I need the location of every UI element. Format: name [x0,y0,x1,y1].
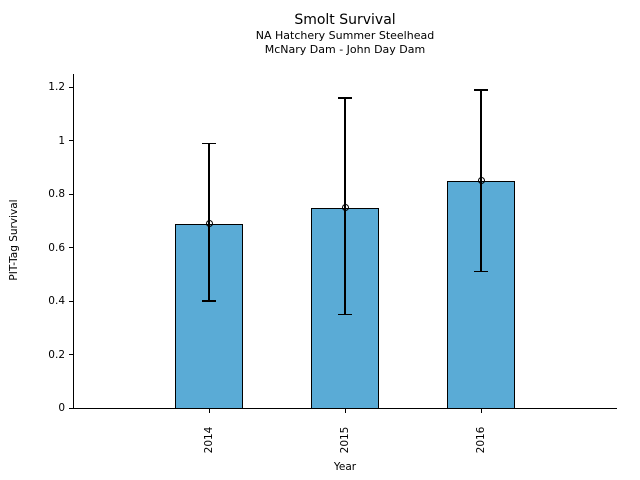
error-cap-lower [202,300,216,302]
chart-subtitle-line1: NA Hatchery Summer Steelhead [255,29,435,42]
error-cap-lower [338,313,352,316]
error-cap-upper [202,142,216,145]
y-tick-label: 0.6 [48,241,65,254]
chart-title: Smolt Survival [294,12,396,28]
chart-subtitle-line2: McNary Dam - John Day Dam [264,43,426,56]
y-tick-mark [68,247,73,249]
mean-marker [341,204,349,212]
y-tick-mark [68,354,73,356]
x-axis-label: Year [333,461,357,473]
y-tick-label: 1 [58,134,65,147]
y-tick-label: 0 [58,402,65,414]
y-axis-spine [72,74,74,408]
y-tick-mark [68,86,73,88]
x-tick-mark [344,409,346,413]
y-tick-label: 0.8 [48,188,65,201]
x-tick-mark [480,409,482,413]
x-tick-mark [208,409,210,413]
y-tick-mark [68,140,73,142]
x-tick-label: 2014 [203,426,215,454]
y-tick-mark [68,300,73,302]
mean-marker [205,220,213,228]
x-tick-label: 2016 [475,426,487,454]
error-cap-upper [338,97,352,99]
y-tick-mark [68,407,73,409]
y-axis-label: PIT-Tag Survival [8,199,20,281]
y-tick-mark [68,193,73,195]
y-tick-label: 1.2 [48,81,65,94]
x-tick-label: 2015 [339,426,351,454]
error-cap-lower [474,270,488,273]
y-tick-label: 0.2 [48,348,65,361]
mean-marker [477,177,485,185]
error-cap-upper [474,89,488,91]
y-tick-label: 0.4 [48,295,65,308]
